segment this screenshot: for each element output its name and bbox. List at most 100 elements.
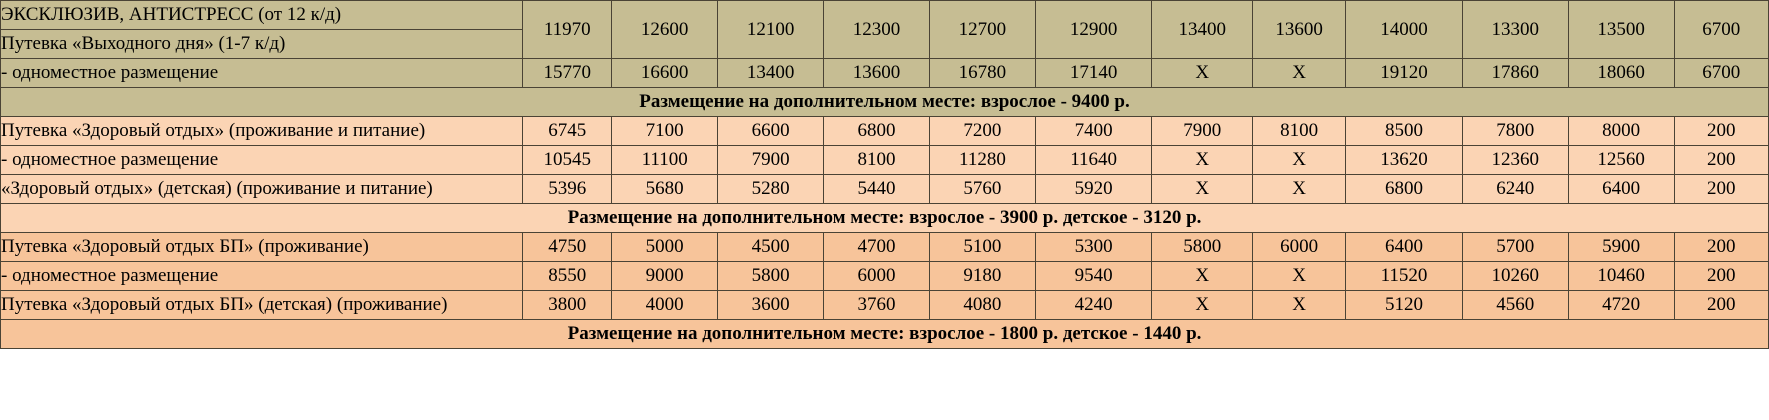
table-cell: 4720 bbox=[1567, 290, 1675, 320]
table-cell: 7200 bbox=[928, 116, 1036, 146]
table-cell: 16780 bbox=[928, 58, 1036, 88]
table-cell: 13300 bbox=[1461, 0, 1569, 59]
table-row: Путевка «Здоровый отдых» (проживание и п… bbox=[0, 116, 1769, 146]
table-cell: X bbox=[1151, 145, 1254, 175]
table-cell: 5700 bbox=[1461, 232, 1569, 262]
price-table-body: ЭКСКЛЮЗИВ, АНТИСТРЕСС (от 12 к/д) 11970 … bbox=[0, 0, 1769, 349]
table-cell: 8100 bbox=[1252, 116, 1347, 146]
table-cell: 13400 bbox=[1151, 0, 1254, 59]
table-cell: 12360 bbox=[1461, 145, 1569, 175]
table-cell: 10260 bbox=[1461, 261, 1569, 291]
table-cell: 11970 bbox=[522, 0, 613, 59]
table-cell: 200 bbox=[1673, 232, 1769, 262]
table-cell: 6745 bbox=[522, 116, 613, 146]
section-banner-healthy-rest: Размещение на дополнительном месте: взро… bbox=[0, 203, 1769, 233]
table-cell: 9000 bbox=[611, 261, 719, 291]
table-cell: 12560 bbox=[1567, 145, 1675, 175]
table-cell: X bbox=[1151, 290, 1254, 320]
table-cell: 5900 bbox=[1567, 232, 1675, 262]
row-label-healthy-rest: Путевка «Здоровый отдых» (проживание и п… bbox=[0, 116, 524, 146]
table-cell: 9540 bbox=[1034, 261, 1153, 291]
table-cell: 4500 bbox=[717, 232, 825, 262]
table-cell: 13620 bbox=[1345, 145, 1463, 175]
table-cell: X bbox=[1252, 58, 1347, 88]
table-cell: X bbox=[1151, 58, 1254, 88]
table-cell: 11520 bbox=[1345, 261, 1463, 291]
row-label-single-occupancy-1: - одноместное размещение bbox=[0, 58, 524, 88]
section-banner-healthy-rest-bp: Размещение на дополнительном месте: взро… bbox=[0, 319, 1769, 349]
table-row: Путевка «Выходного дня» (1-7 к/д) bbox=[0, 29, 1769, 59]
table-cell: 5120 bbox=[1345, 290, 1463, 320]
table-cell: X bbox=[1252, 174, 1347, 204]
table-cell: 5800 bbox=[717, 261, 825, 291]
table-cell: 5800 bbox=[1151, 232, 1254, 262]
table-row: - одноместное размещение 8550 9000 5800 … bbox=[0, 261, 1769, 291]
table-cell: 12300 bbox=[823, 0, 930, 59]
table-cell: 12600 bbox=[611, 0, 719, 59]
table-cell: 6400 bbox=[1345, 232, 1463, 262]
table-cell: X bbox=[1151, 174, 1254, 204]
table-cell: 5100 bbox=[928, 232, 1036, 262]
table-cell: 6800 bbox=[823, 116, 930, 146]
table-cell: 4700 bbox=[823, 232, 930, 262]
table-row-banner: Размещение на дополнительном месте: взро… bbox=[0, 87, 1769, 117]
table-cell: 6240 bbox=[1461, 174, 1569, 204]
row-label-weekend: Путевка «Выходного дня» (1-7 к/д) bbox=[0, 29, 524, 59]
table-cell: 5300 bbox=[1034, 232, 1153, 262]
table-cell: 8100 bbox=[823, 145, 930, 175]
table-cell: 7900 bbox=[1151, 116, 1254, 146]
price-table: ЭКСКЛЮЗИВ, АНТИСТРЕСС (от 12 к/д) 11970 … bbox=[0, 0, 1769, 349]
table-cell: 12100 bbox=[717, 0, 825, 59]
table-cell: 5920 bbox=[1034, 174, 1153, 204]
table-row-banner: Размещение на дополнительном месте: взро… bbox=[0, 319, 1769, 349]
table-cell: 6700 bbox=[1673, 0, 1769, 59]
table-cell: 11100 bbox=[611, 145, 719, 175]
row-label-healthy-rest-bp-child: Путевка «Здоровый отдых БП» (детская) (п… bbox=[0, 290, 524, 320]
table-cell: 7900 bbox=[717, 145, 825, 175]
table-cell: 200 bbox=[1673, 116, 1769, 146]
table-cell: 200 bbox=[1673, 174, 1769, 204]
table-cell: 13400 bbox=[717, 58, 825, 88]
table-cell: 8550 bbox=[522, 261, 613, 291]
table-cell: 6000 bbox=[1252, 232, 1347, 262]
row-label-healthy-rest-bp: Путевка «Здоровый отдых БП» (проживание) bbox=[0, 232, 524, 262]
table-cell: 7800 bbox=[1461, 116, 1569, 146]
table-cell: 12900 bbox=[1034, 0, 1153, 59]
table-cell: 4750 bbox=[522, 232, 613, 262]
table-cell: 8500 bbox=[1345, 116, 1463, 146]
row-label-single-occupancy-3: - одноместное размещение bbox=[0, 261, 524, 291]
table-cell: 3760 bbox=[823, 290, 930, 320]
table-cell: 5760 bbox=[928, 174, 1036, 204]
table-cell: 18060 bbox=[1567, 58, 1675, 88]
table-cell: 10460 bbox=[1567, 261, 1675, 291]
table-cell: X bbox=[1252, 290, 1347, 320]
table-cell: 8000 bbox=[1567, 116, 1675, 146]
table-cell: 17860 bbox=[1461, 58, 1569, 88]
table-cell: 11640 bbox=[1034, 145, 1153, 175]
table-cell: 6400 bbox=[1567, 174, 1675, 204]
table-cell: 17140 bbox=[1034, 58, 1153, 88]
table-row: «Здоровый отдых» (детская) (проживание и… bbox=[0, 174, 1769, 204]
section-banner-exclusive: Размещение на дополнительном месте: взро… bbox=[0, 87, 1769, 117]
table-cell: 14000 bbox=[1345, 0, 1463, 59]
table-row: ЭКСКЛЮЗИВ, АНТИСТРЕСС (от 12 к/д) 11970 … bbox=[0, 0, 1769, 59]
table-cell: 7100 bbox=[611, 116, 719, 146]
table-cell: 200 bbox=[1673, 290, 1769, 320]
table-cell: X bbox=[1252, 145, 1347, 175]
table-cell: 15770 bbox=[522, 58, 613, 88]
table-cell: 4000 bbox=[611, 290, 719, 320]
table-cell: 200 bbox=[1673, 261, 1769, 291]
table-cell: 4240 bbox=[1034, 290, 1153, 320]
table-cell: 4560 bbox=[1461, 290, 1569, 320]
table-cell: 12700 bbox=[928, 0, 1036, 59]
table-cell: 5680 bbox=[611, 174, 719, 204]
table-cell: 13600 bbox=[823, 58, 930, 88]
table-cell: 19120 bbox=[1345, 58, 1463, 88]
table-row: Путевка «Здоровый отдых БП» (проживание)… bbox=[0, 232, 1769, 262]
row-label-healthy-rest-child: «Здоровый отдых» (детская) (проживание и… bbox=[0, 174, 524, 204]
table-cell: 6700 bbox=[1673, 58, 1769, 88]
table-cell: 200 bbox=[1673, 145, 1769, 175]
table-row: - одноместное размещение 10545 11100 790… bbox=[0, 145, 1769, 175]
table-cell: 5000 bbox=[611, 232, 719, 262]
row-label-exclusive: ЭКСКЛЮЗИВ, АНТИСТРЕСС (от 12 к/д) bbox=[0, 0, 524, 30]
